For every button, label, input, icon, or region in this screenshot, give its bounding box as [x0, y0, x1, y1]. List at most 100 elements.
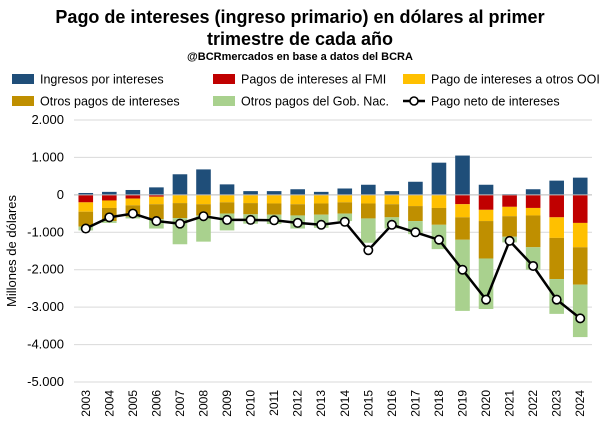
bar-pago-de-intereses-a-otros-ooii-2019 [455, 204, 470, 217]
legend-swatch-ingresos-por-intereses [12, 74, 34, 84]
x-tick-label: 2012 [291, 390, 305, 417]
x-tick-label: 2020 [479, 390, 493, 417]
bar-pago-de-intereses-a-otros-ooii-2007 [173, 195, 188, 203]
bar-pago-de-intereses-a-otros-ooii-2013 [314, 195, 329, 204]
bar-otros-pagos-de-intereses-2024 [573, 247, 588, 284]
bar-ingresos-por-intereses-2020 [479, 185, 494, 195]
bar-pago-de-intereses-a-otros-ooii-2004 [102, 200, 117, 207]
chart-root: Pago de intereses (ingreso primario) en … [0, 0, 600, 436]
bar-pagos-de-intereses-al-fmi-2022 [526, 195, 541, 208]
bar-pagos-de-intereses-al-fmi-2005 [126, 195, 141, 199]
x-tick-label: 2009 [220, 390, 234, 417]
y-tick-label: 0 [57, 187, 64, 202]
bar-pago-de-intereses-a-otros-ooii-2022 [526, 208, 541, 215]
bar-ingresos-por-intereses-2009 [220, 184, 235, 194]
bar-otros-pagos-de-intereses-2019 [455, 217, 470, 239]
bar-otros-pagos-de-intereses-2022 [526, 215, 541, 247]
point-pago-neto-de-intereses-2021 [505, 237, 513, 245]
bar-pago-de-intereses-a-otros-ooii-2003 [78, 202, 93, 211]
point-pago-neto-de-intereses-2009 [223, 216, 231, 224]
bar-ingresos-por-intereses-2017 [408, 182, 423, 195]
x-tick-label: 2022 [526, 390, 540, 417]
x-tick-label: 2006 [149, 390, 163, 417]
legend-label-pago-de-intereses-a-otros-ooii: Pago de intereses a otros OOII [431, 73, 600, 87]
bar-ingresos-por-intereses-2007 [173, 174, 188, 195]
x-tick-label: 2003 [79, 390, 93, 417]
bar-otros-pagos-de-intereses-2018 [432, 208, 447, 225]
x-tick-label: 2017 [408, 390, 422, 417]
x-tick-label: 2023 [550, 390, 564, 417]
bar-otros-pagos-de-intereses-2016 [385, 204, 400, 217]
bar-otros-pagos-de-intereses-2009 [220, 202, 235, 213]
bar-pago-de-intereses-a-otros-ooii-2017 [408, 195, 423, 206]
point-pago-neto-de-intereses-2019 [458, 266, 466, 274]
bar-pago-de-intereses-a-otros-ooii-2016 [385, 195, 400, 204]
point-pago-neto-de-intereses-2013 [317, 221, 325, 229]
y-tick-label: -1.000 [27, 224, 64, 239]
point-pago-neto-de-intereses-2012 [293, 219, 301, 227]
bar-ingresos-por-intereses-2018 [432, 163, 447, 195]
legend-label-ingresos-por-intereses: Ingresos por intereses [40, 73, 164, 87]
x-tick-label: 2013 [314, 390, 328, 417]
bar-otros-pagos-de-intereses-2007 [173, 203, 188, 218]
bar-pago-de-intereses-a-otros-ooii-2018 [432, 195, 447, 208]
x-tick-label: 2015 [361, 390, 375, 417]
bar-ingresos-por-intereses-2022 [526, 189, 541, 195]
y-tick-label: 2.000 [31, 112, 64, 127]
y-axis-label: Millones de dólares [4, 195, 19, 308]
bar-otros-pagos-de-intereses-2015 [361, 203, 376, 218]
legend-swatch-otros-pagos-de-intereses [12, 96, 34, 106]
x-tick-label: 2008 [197, 390, 211, 417]
bar-ingresos-por-intereses-2006 [149, 187, 164, 194]
legend-swatch-marker [410, 97, 418, 105]
bar-ingresos-por-intereses-2011 [267, 191, 282, 195]
point-pago-neto-de-intereses-2024 [576, 314, 584, 322]
bar-otros-pagos-de-intereses-2011 [267, 203, 282, 214]
point-pago-neto-de-intereses-2011 [270, 216, 278, 224]
x-tick-label: 2010 [244, 390, 258, 417]
bar-pagos-de-intereses-al-fmi-2004 [102, 195, 117, 201]
point-pago-neto-de-intereses-2016 [388, 221, 396, 229]
bar-pago-de-intereses-a-otros-ooii-2024 [573, 223, 588, 247]
bar-ingresos-por-intereses-2019 [455, 156, 470, 195]
legend-label-otros-pagos-de-intereses: Otros pagos de intereses [40, 95, 180, 109]
legend-label-pago-neto-de-intereses: Pago neto de intereses [431, 95, 560, 109]
x-tick-label: 2014 [338, 390, 352, 417]
bar-otros-pagos-de-intereses-2021 [502, 216, 517, 237]
legend-label-pagos-de-intereses-al-fmi: Pagos de intereses al FMI [241, 73, 386, 87]
bar-pago-de-intereses-a-otros-ooii-2020 [479, 210, 494, 221]
legend-swatch-pago-de-intereses-a-otros-ooii [403, 74, 425, 84]
bar-pago-de-intereses-a-otros-ooii-2005 [126, 199, 141, 206]
bar-pago-de-intereses-a-otros-ooii-2012 [290, 195, 305, 204]
bar-otros-pagos-del-gob-nac-2024 [573, 285, 588, 337]
bar-otros-pagos-de-intereses-2020 [479, 221, 494, 258]
y-tick-label: 1.000 [31, 149, 64, 164]
bar-pagos-de-intereses-al-fmi-2019 [455, 195, 470, 204]
y-tick-label: -4.000 [27, 337, 64, 352]
bar-otros-pagos-del-gob-nac-2015 [361, 218, 376, 242]
point-pago-neto-de-intereses-2018 [435, 236, 443, 244]
bar-otros-pagos-de-intereses-2010 [243, 203, 258, 214]
bar-pago-de-intereses-a-otros-ooii-2008 [196, 195, 211, 204]
bar-ingresos-por-intereses-2010 [243, 191, 258, 195]
point-pago-neto-de-intereses-2017 [411, 228, 419, 236]
point-pago-neto-de-intereses-2010 [246, 216, 254, 224]
point-pago-neto-de-intereses-2015 [364, 246, 372, 254]
bar-ingresos-por-intereses-2024 [573, 178, 588, 195]
bar-ingresos-por-intereses-2015 [361, 185, 376, 195]
point-pago-neto-de-intereses-2022 [529, 262, 537, 270]
bar-pago-de-intereses-a-otros-ooii-2011 [267, 195, 282, 204]
x-tick-label: 2011 [267, 390, 281, 416]
bar-pagos-de-intereses-al-fmi-2003 [78, 195, 93, 202]
point-pago-neto-de-intereses-2006 [152, 217, 160, 225]
bar-pagos-de-intereses-al-fmi-2023 [549, 195, 564, 217]
bar-pago-de-intereses-a-otros-ooii-2014 [337, 195, 352, 202]
bar-pago-de-intereses-a-otros-ooii-2015 [361, 195, 376, 204]
bar-pago-de-intereses-a-otros-ooii-2009 [220, 195, 235, 202]
bar-ingresos-por-intereses-2012 [290, 189, 305, 195]
x-tick-label: 2004 [102, 390, 116, 417]
bar-ingresos-por-intereses-2005 [126, 190, 141, 195]
legend-swatch-otros-pagos-del-gob-nac [213, 96, 235, 106]
y-tick-label: -5.000 [27, 374, 64, 389]
bar-otros-pagos-de-intereses-2017 [408, 206, 423, 221]
